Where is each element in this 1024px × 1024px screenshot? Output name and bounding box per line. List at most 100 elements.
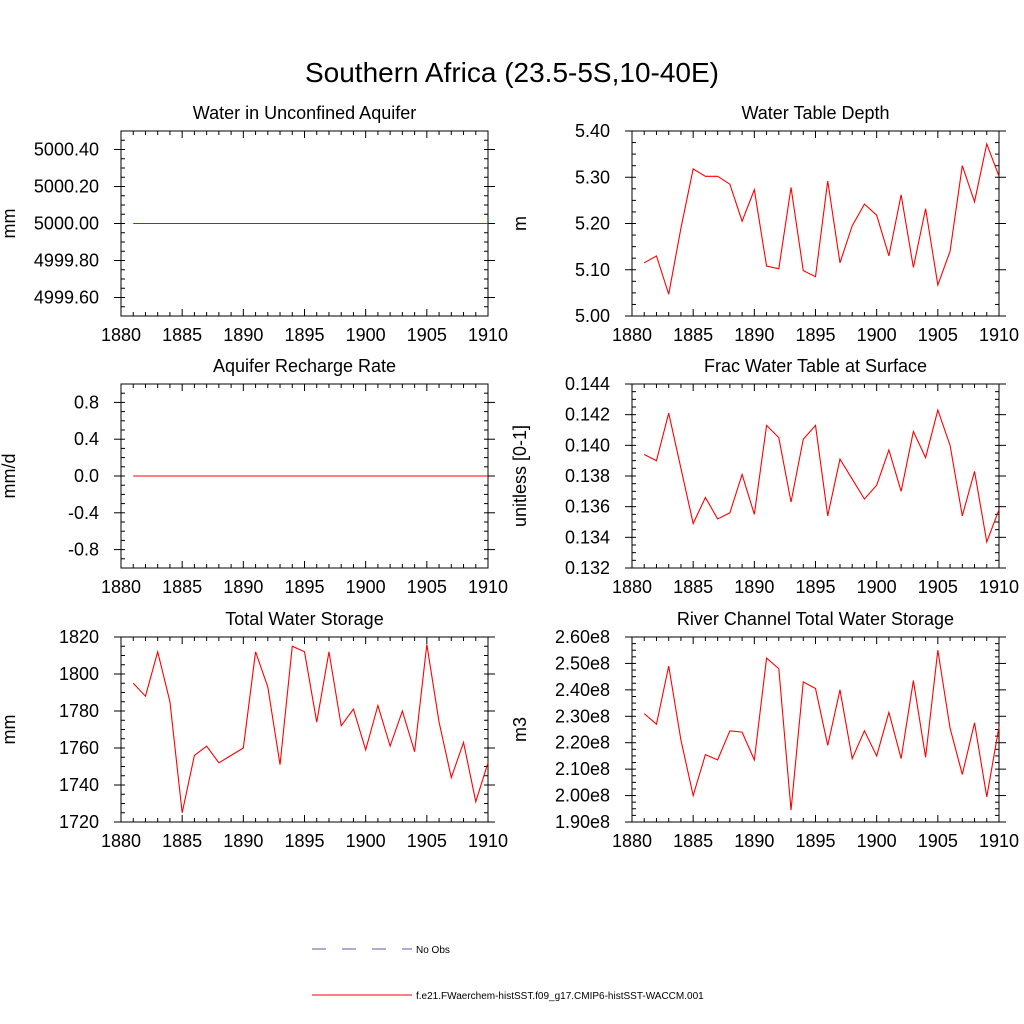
y-tick-label: 5.40: [575, 121, 610, 141]
panels: Water in Unconfined Aquifer mm 1880 1885 189…: [0, 103, 1019, 851]
y-tick-label: 2.10e8: [555, 759, 610, 779]
y-tick-label: 2.20e8: [555, 733, 610, 753]
y-tick-label: 2.30e8: [555, 706, 610, 726]
plot-frame: [120, 636, 489, 823]
y-tick-label: 5.10: [575, 260, 610, 280]
y-tick-label: -0.8: [68, 540, 99, 560]
y-tick-label: 0.144: [565, 374, 610, 394]
y-tick-label: 0.134: [565, 527, 610, 547]
x-tick-label: 1905: [918, 577, 958, 597]
x-tick-label: 1910: [468, 577, 508, 597]
x-tick-label: 1910: [979, 325, 1019, 345]
y-tick-label: 2.50e8: [555, 653, 610, 673]
legend-model-label: f.e21.FWaerchem-histSST.f09_g17.CMIP6-hi…: [416, 991, 704, 1002]
panel-title: Aquifer Recharge Rate: [213, 356, 396, 376]
y-tick-label: 4999.80: [34, 251, 99, 271]
x-tick-label: 1900: [346, 577, 386, 597]
panel-3: Aquifer Recharge Rate mm/d 1880 1885 1890 189…: [0, 356, 508, 597]
x-tick-label: 1890: [734, 577, 774, 597]
x-tick-label: 1905: [918, 831, 958, 851]
x-tick-label: 1910: [979, 831, 1019, 851]
x-tick-label: 1905: [918, 325, 958, 345]
x-tick-label: 1880: [101, 577, 141, 597]
y-tick-label: 1740: [59, 775, 99, 795]
y-tick-label: 2.00e8: [555, 786, 610, 806]
plot-frame: [631, 130, 1000, 317]
y-tick-label: 0.132: [565, 558, 610, 578]
x-tick-label: 1905: [407, 577, 447, 597]
x-tick-label: 1890: [223, 325, 263, 345]
x-tick-label: 1900: [857, 577, 897, 597]
x-tick-label: 1905: [407, 325, 447, 345]
y-tick-label: 0.140: [565, 435, 610, 455]
panel-4: Frac Water Table at Surface unitless [0-1…: [510, 356, 1019, 597]
y-tick-label: 2.60e8: [555, 627, 610, 647]
x-tick-label: 1890: [734, 325, 774, 345]
y-axis-label: mm/d: [0, 454, 19, 499]
y-tick-label: 1820: [59, 627, 99, 647]
x-tick-label: 1895: [795, 831, 835, 851]
y-tick-label: 4999.60: [34, 288, 99, 308]
y-tick-label: 0.136: [565, 497, 610, 517]
x-tick-label: 1895: [795, 577, 835, 597]
y-axis-label: mm: [0, 209, 19, 239]
x-tick-label: 1905: [407, 831, 447, 851]
y-tick-label: 2.40e8: [555, 680, 610, 700]
x-tick-label: 1900: [346, 325, 386, 345]
y-tick-label: 5000.00: [34, 214, 99, 234]
x-tick-label: 1880: [612, 325, 652, 345]
y-tick-label: 5.30: [575, 167, 610, 187]
x-tick-label: 1890: [734, 831, 774, 851]
x-tick-label: 1895: [284, 325, 324, 345]
x-tick-label: 1900: [857, 831, 897, 851]
y-axis-label: m3: [510, 717, 530, 742]
x-tick-label: 1910: [468, 831, 508, 851]
y-tick-label: 5000.40: [34, 140, 99, 160]
x-tick-label: 1880: [612, 577, 652, 597]
x-tick-label: 1885: [673, 577, 713, 597]
y-tick-label: 5000.20: [34, 177, 99, 197]
x-tick-label: 1885: [162, 577, 202, 597]
x-tick-label: 1880: [101, 325, 141, 345]
y-tick-label: 0.0: [74, 466, 99, 486]
series-line: [132, 644, 489, 813]
series-line: [643, 408, 1000, 545]
x-tick-label: 1880: [101, 831, 141, 851]
x-tick-label: 1885: [162, 831, 202, 851]
y-axis-label: mm: [0, 715, 19, 745]
x-tick-label: 1895: [284, 831, 324, 851]
x-tick-label: 1910: [979, 577, 1019, 597]
series-line: [643, 650, 1000, 811]
panel-title: Water Table Depth: [741, 103, 889, 123]
y-tick-label: 1760: [59, 738, 99, 758]
y-axis-label: unitless [0-1]: [510, 425, 530, 527]
panel-5: Total Water Storage mm 1880 1885 1890 1895 190…: [0, 609, 508, 851]
x-tick-label: 1890: [223, 577, 263, 597]
y-tick-label: 0.8: [74, 392, 99, 412]
x-tick-label: 1880: [612, 831, 652, 851]
panel-title: Total Water Storage: [225, 609, 383, 629]
y-tick-label: -0.4: [68, 503, 99, 523]
y-axis-label: m: [510, 216, 530, 231]
x-tick-label: 1900: [857, 325, 897, 345]
legend-obs-label: No Obs: [416, 945, 450, 956]
x-tick-label: 1900: [346, 831, 386, 851]
figure-title: Southern Africa (23.5-5S,10-40E): [305, 57, 719, 88]
x-tick-label: 1895: [284, 577, 324, 597]
panel-title: Water in Unconfined Aquifer: [193, 103, 416, 123]
panel-2: Water Table Depth m 1880 1885 1890 1895 1900 19…: [510, 103, 1019, 345]
y-tick-label: 0.142: [565, 405, 610, 425]
plot-frame: [631, 383, 1000, 569]
panel-title: River Channel Total Water Storage: [677, 609, 954, 629]
panel-6: River Channel Total Water Storage m3 1880 1…: [510, 609, 1019, 851]
y-tick-label: 1800: [59, 664, 99, 684]
y-tick-label: 1780: [59, 701, 99, 721]
series-line: [643, 141, 1000, 295]
y-tick-label: 0.4: [74, 429, 99, 449]
x-tick-label: 1890: [223, 831, 263, 851]
panel-title: Frac Water Table at Surface: [704, 356, 927, 376]
y-tick-label: 5.00: [575, 306, 610, 326]
y-tick-label: 0.138: [565, 466, 610, 486]
plot-frame: [631, 636, 1000, 823]
